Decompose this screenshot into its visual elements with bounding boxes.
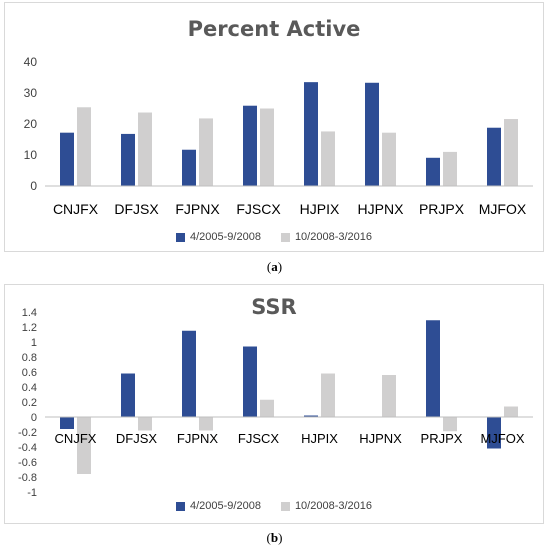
- x-category-label: HJPNX: [358, 201, 405, 217]
- bar-prjpx-series-1: [426, 320, 440, 417]
- bar-mjfox-series-2: [504, 406, 518, 417]
- y-tick-label: 0: [31, 412, 37, 424]
- y-tick-label: 0: [30, 179, 37, 193]
- bar-fjpnx-series-2: [199, 118, 213, 186]
- x-category-label: PRJPX: [421, 431, 463, 446]
- bar-dfjsx-series-2: [138, 417, 152, 431]
- caption-a: (a): [266, 259, 283, 274]
- bar-fjscx-series-2: [260, 399, 274, 417]
- x-category-label: MJFOX: [479, 201, 527, 217]
- y-tick-label: -1: [27, 487, 37, 499]
- bar-cnjfx-series-1: [60, 132, 74, 186]
- legend-swatch-series-2: [280, 501, 290, 511]
- x-category-label: HJPIX: [301, 431, 338, 446]
- x-category-label: DFJSX: [114, 201, 159, 217]
- caption-letter: b: [270, 530, 279, 545]
- percent-active-plot: 0 10 20 30 40 CNJFX DFJSX FJPNX FJSCX HJPIX HJPNX P…: [24, 55, 533, 217]
- chart-title: SSR: [251, 295, 297, 319]
- bar-prjpx-series-1: [426, 157, 440, 186]
- x-category-label: PRJPX: [419, 201, 465, 217]
- y-tick-label: -0.8: [18, 472, 37, 484]
- y-tick-label: -0.2: [18, 427, 37, 439]
- x-category-label: FJSCX: [236, 201, 281, 217]
- x-category-label: FJPNX: [177, 431, 219, 446]
- legend-label: 10/2008-3/2016: [294, 231, 373, 243]
- bar-cnjfx-series-2: [77, 417, 91, 474]
- y-tick-label: 30: [24, 86, 38, 100]
- y-tick-label: 0.8: [22, 352, 37, 364]
- bar-hjpnx-series-2: [382, 375, 396, 417]
- legend-swatch-series-1: [175, 501, 185, 511]
- legend-swatch-series-2: [280, 232, 290, 242]
- y-tick-label: 10: [24, 148, 38, 162]
- bar-mjfox-series-1: [487, 417, 501, 449]
- y-tick-label: -0.6: [18, 457, 37, 469]
- y-tick-label: 20: [24, 117, 38, 131]
- bar-fjpnx-series-1: [182, 330, 196, 417]
- x-category-label: MJFOX: [480, 431, 524, 446]
- chart-panel-ssr: SSR -1 -0.8 -0.6 -0.4 -0.2 0 0.2 0.4 0.6 0.8 1 1.2 1…: [4, 284, 544, 524]
- legend-item-series-1: 4/2005-9/2008: [175, 500, 261, 512]
- bar-prjpx-series-2: [443, 151, 457, 186]
- bar-fjpnx-series-2: [199, 417, 213, 431]
- bar-fjpnx-series-1: [182, 149, 196, 186]
- y-tick-label: 40: [24, 55, 38, 69]
- bar-dfjsx-series-2: [138, 112, 152, 186]
- legend-label: 4/2005-9/2008: [189, 231, 261, 243]
- caption-b: (b): [266, 530, 283, 545]
- y-tick-label: 1.4: [22, 307, 37, 319]
- bar-fjscx-series-1: [243, 346, 257, 417]
- bar-mjfox-series-1: [487, 127, 501, 186]
- bar-hjpix-series-2: [321, 131, 335, 186]
- y-tick-label: 1: [31, 337, 37, 349]
- legend-label: 4/2005-9/2008: [189, 500, 261, 512]
- x-category-label: FJPNX: [175, 201, 220, 217]
- legend-item-series-2: 10/2008-3/2016: [280, 500, 373, 512]
- x-category-label: CNJFX: [55, 431, 97, 446]
- y-tick-label: -0.4: [18, 442, 37, 454]
- bar-fjscx-series-1: [243, 105, 257, 186]
- x-category-label: CNJFX: [53, 201, 99, 217]
- y-tick-label: 1.2: [22, 322, 37, 334]
- chart-title: Percent Active: [187, 17, 361, 41]
- bar-hjpix-series-1: [304, 415, 318, 417]
- legend-item-series-2: 10/2008-3/2016: [280, 231, 373, 243]
- legend-swatch-series-1: [175, 232, 185, 242]
- bar-fjscx-series-2: [260, 108, 274, 186]
- x-category-label: HJPNX: [359, 431, 402, 446]
- chart-legend: 4/2005-9/2008 10/2008-3/2016: [5, 231, 543, 243]
- y-tick-label: 0.6: [22, 367, 37, 379]
- bar-prjpx-series-2: [443, 417, 457, 432]
- ssr-plot: -1 -0.8 -0.6 -0.4 -0.2 0 0.2 0.4 0.6 0.8 1 1.2 1.4 CN…: [18, 307, 533, 499]
- bar-hjpix-series-2: [321, 373, 335, 417]
- bar-hjpnx-series-1: [365, 82, 379, 186]
- chart-panel-percent-active: Percent Active 0 10 20 30 40 CNJFX DFJSX FJPNX F…: [4, 2, 544, 252]
- bar-cnjfx-series-2: [77, 107, 91, 186]
- y-tick-label: 0.4: [22, 382, 37, 394]
- y-tick-label: 0.2: [22, 397, 37, 409]
- bar-dfjsx-series-1: [121, 373, 135, 417]
- bar-mjfox-series-2: [504, 119, 518, 186]
- legend-label: 10/2008-3/2016: [294, 500, 373, 512]
- x-category-label: FJSCX: [238, 431, 280, 446]
- caption-letter: a: [271, 259, 278, 274]
- x-category-label: HJPIX: [300, 201, 340, 217]
- chart-legend: 4/2005-9/2008 10/2008-3/2016: [5, 500, 543, 512]
- bar-hjpnx-series-2: [382, 132, 396, 186]
- legend-item-series-1: 4/2005-9/2008: [175, 231, 261, 243]
- bar-dfjsx-series-1: [121, 133, 135, 186]
- bar-hjpix-series-1: [304, 82, 318, 186]
- x-category-label: DFJSX: [116, 431, 158, 446]
- bar-cnjfx-series-1: [60, 417, 74, 429]
